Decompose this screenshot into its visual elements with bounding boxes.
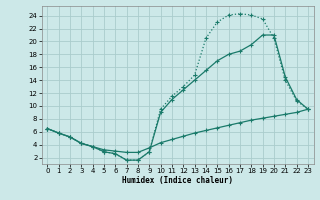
X-axis label: Humidex (Indice chaleur): Humidex (Indice chaleur) xyxy=(122,176,233,185)
